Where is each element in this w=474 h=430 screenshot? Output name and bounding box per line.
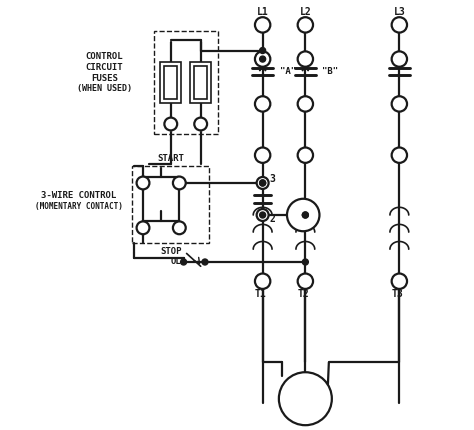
Text: STOP: STOP	[160, 247, 182, 256]
Circle shape	[137, 221, 149, 234]
Text: L3: L3	[393, 7, 405, 17]
Circle shape	[298, 147, 313, 163]
Circle shape	[287, 199, 319, 231]
Circle shape	[298, 51, 313, 67]
Bar	[154, 31, 218, 134]
Circle shape	[255, 51, 270, 67]
Circle shape	[255, 273, 270, 289]
Bar	[194, 66, 207, 99]
Bar	[160, 62, 182, 103]
Text: (MOMENTARY CONTACT): (MOMENTARY CONTACT)	[35, 202, 123, 211]
Circle shape	[392, 147, 407, 163]
Circle shape	[260, 212, 265, 218]
Text: T3: T3	[392, 289, 403, 299]
Text: 2: 2	[269, 214, 275, 224]
Circle shape	[255, 147, 270, 163]
Bar	[190, 62, 211, 103]
Circle shape	[173, 177, 186, 189]
Circle shape	[194, 117, 207, 130]
Text: CIRCUIT: CIRCUIT	[86, 63, 123, 72]
Text: CONTROL: CONTROL	[86, 52, 123, 61]
Circle shape	[137, 177, 149, 189]
Text: MOTOR: MOTOR	[293, 394, 318, 403]
Circle shape	[256, 209, 269, 221]
Circle shape	[260, 180, 265, 186]
Text: T1: T1	[255, 289, 266, 299]
Circle shape	[202, 259, 208, 265]
Text: L2: L2	[300, 7, 311, 17]
Circle shape	[260, 56, 265, 62]
Circle shape	[298, 96, 313, 112]
Bar	[164, 66, 177, 99]
Text: L1: L1	[257, 7, 268, 17]
Circle shape	[279, 372, 332, 425]
Text: "B": "B"	[322, 68, 338, 77]
Circle shape	[392, 17, 407, 33]
Text: 3-WIRE CONTROL: 3-WIRE CONTROL	[41, 191, 117, 200]
Circle shape	[302, 259, 309, 265]
Text: OL: OL	[171, 258, 182, 267]
Circle shape	[298, 273, 313, 289]
Circle shape	[260, 48, 265, 53]
Text: START: START	[157, 154, 184, 163]
Bar	[132, 166, 209, 243]
Text: (WHEN USED): (WHEN USED)	[77, 84, 132, 93]
Circle shape	[255, 17, 270, 33]
Circle shape	[302, 212, 309, 218]
Circle shape	[392, 273, 407, 289]
Text: T2: T2	[297, 289, 309, 299]
Circle shape	[298, 17, 313, 33]
Circle shape	[302, 212, 309, 218]
Text: FUSES: FUSES	[91, 74, 118, 83]
Circle shape	[173, 221, 186, 234]
Circle shape	[255, 96, 270, 112]
Text: "A": "A"	[280, 68, 296, 77]
Circle shape	[164, 117, 177, 130]
Circle shape	[260, 180, 265, 186]
Circle shape	[256, 177, 269, 189]
Circle shape	[392, 51, 407, 67]
Circle shape	[392, 96, 407, 112]
Text: 3: 3	[269, 174, 275, 184]
Circle shape	[181, 259, 187, 265]
